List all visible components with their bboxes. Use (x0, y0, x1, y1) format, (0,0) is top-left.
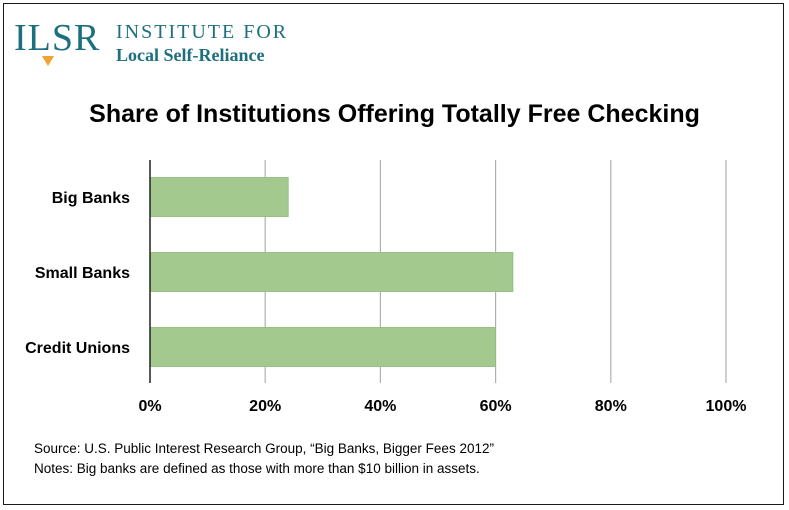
logo-triangle-icon (42, 56, 54, 66)
bars (149, 177, 514, 367)
bar-credit-unions (149, 327, 497, 367)
chart-title: Share of Institutions Offering Totally F… (89, 100, 700, 128)
x-tick-label: 40% (364, 398, 396, 415)
bar-small-banks (149, 252, 514, 292)
logo-line-1: INSTITUTE FOR (116, 21, 289, 43)
x-tick-labels: 0% 20% 40% 60% 80% 100% (138, 398, 746, 415)
category-label: Big Banks (52, 190, 130, 207)
x-tick-label: 100% (706, 398, 747, 415)
definition-note: Notes: Big banks are defined as those wi… (34, 461, 480, 476)
x-tick-label: 80% (595, 398, 627, 415)
logo-line-2: Local Self-Reliance (116, 45, 265, 65)
x-tick-label: 60% (480, 398, 512, 415)
x-tick-label: 0% (138, 398, 161, 415)
category-label: Small Banks (35, 265, 130, 282)
category-labels: Big Banks Small Banks Credit Unions (25, 190, 130, 357)
category-label: Credit Unions (25, 340, 130, 357)
source-note: Source: U.S. Public Interest Research Gr… (34, 441, 494, 456)
logo-mark: ILSR (14, 17, 101, 59)
bar-big-banks (149, 177, 289, 217)
x-tick-label: 20% (249, 398, 281, 415)
